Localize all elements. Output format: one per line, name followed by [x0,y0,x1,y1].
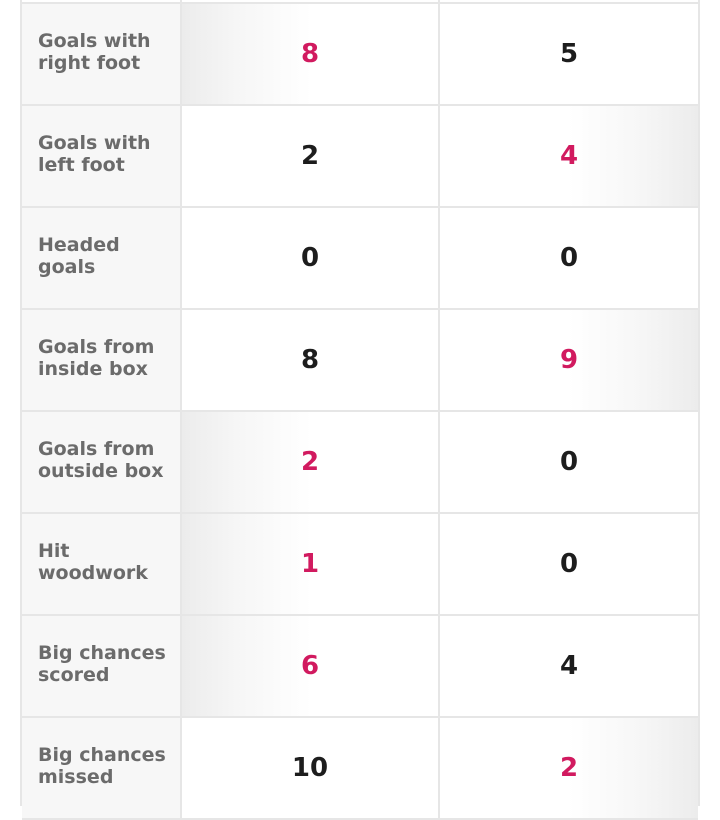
stat-label: Big chances missed [38,744,166,788]
away-value-cell: 0 [440,514,698,614]
away-value-cell: 5 [440,4,698,104]
stat-label-cell: Goals from inside box [22,310,182,410]
table-row: Hit woodwork 1 0 [22,514,698,616]
home-value-cell: 8 [182,310,440,410]
away-value: 2 [559,753,579,783]
stat-label: Goals with left foot [38,132,151,176]
home-value: 2 [300,141,320,171]
home-value-cell: 1 [182,514,440,614]
home-value: 10 [291,753,329,783]
away-value-cell: 0 [440,412,698,512]
stat-label: Hit woodwork [38,540,148,584]
stat-label: Headed goals [38,234,120,278]
away-value: 0 [559,243,579,273]
table-row: Big chances missed 10 2 [22,718,698,820]
home-value-cell: 0 [182,208,440,308]
home-value-cell: 10 [182,718,440,818]
home-value: 2 [300,447,320,477]
stats-table: Goals with right foot 8 5 Goals with left f… [20,0,700,820]
away-value: 5 [559,39,579,69]
stat-label-cell: Headed goals [22,208,182,308]
home-value-cell: 8 [182,4,440,104]
home-value-cell: 2 [182,106,440,206]
table-row: Big chances scored 6 4 [22,616,698,718]
table-row: Goals from inside box 8 9 [22,310,698,412]
away-value-cell: 4 [440,106,698,206]
table-row: Goals with right foot 8 5 [22,4,698,106]
home-value-cell: 6 [182,616,440,716]
home-value: 0 [300,243,320,273]
stat-label: Big chances scored [38,642,166,686]
home-value-cell: 2 [182,412,440,512]
away-value: 4 [559,651,579,681]
away-value-cell: 2 [440,718,698,818]
stat-label: Goals with right foot [38,30,151,74]
stat-label-cell: Big chances scored [22,616,182,716]
stat-label-cell: Hit woodwork [22,514,182,614]
stat-label: Goals from inside box [38,336,155,380]
stat-label-cell: Big chances missed [22,718,182,818]
home-value: 8 [300,39,320,69]
away-value-cell: 0 [440,208,698,308]
table-row: Goals from outside box 2 0 [22,412,698,514]
table-row: Headed goals 0 0 [22,208,698,310]
column-divider [438,0,440,4]
away-value: 4 [559,141,579,171]
away-value: 0 [559,447,579,477]
away-value: 0 [559,549,579,579]
away-value-cell: 4 [440,616,698,716]
stat-label: Goals from outside box [38,438,164,482]
stat-label-cell: Goals with right foot [22,4,182,104]
table-top-border [20,0,700,4]
table-row: Goals with left foot 2 4 [22,106,698,208]
home-value: 1 [300,549,320,579]
away-value: 9 [559,345,579,375]
stat-label-cell: Goals from outside box [22,412,182,512]
home-value: 8 [300,345,320,375]
stat-label-cell: Goals with left foot [22,106,182,206]
column-divider [180,0,182,4]
home-value: 6 [300,651,320,681]
away-value-cell: 9 [440,310,698,410]
